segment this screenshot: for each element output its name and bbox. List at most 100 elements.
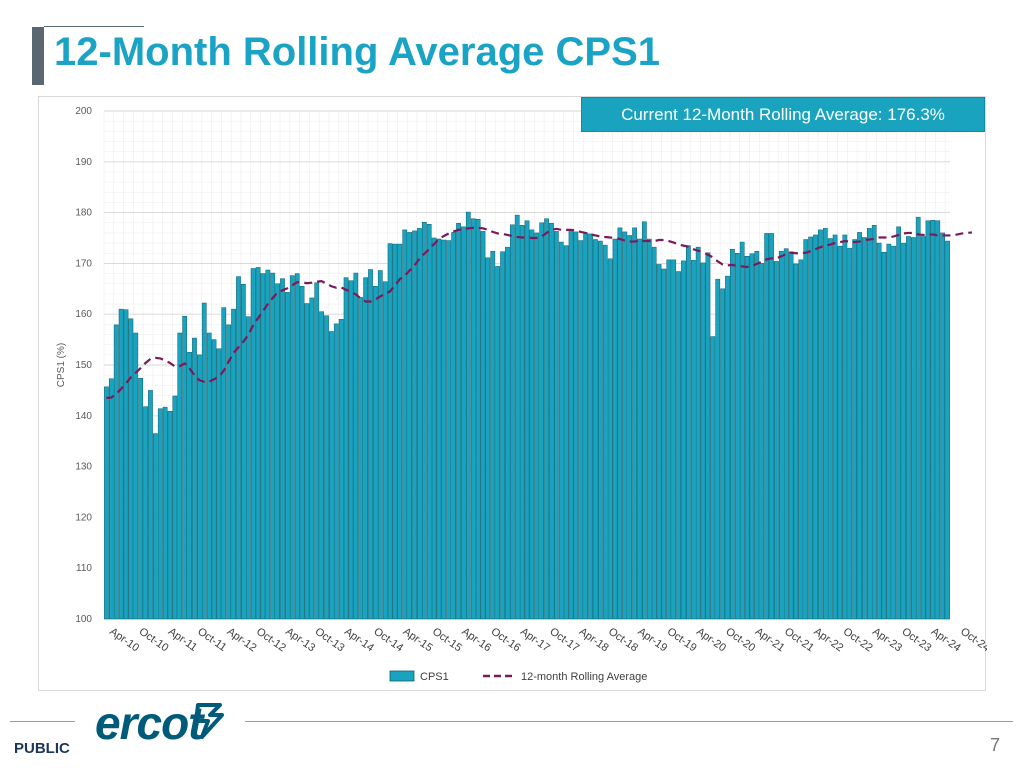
cps1-bar	[524, 220, 530, 620]
cps1-bar	[881, 251, 887, 620]
cps1-bar	[500, 251, 505, 620]
footer-divider-left	[10, 721, 75, 722]
cps1-bar	[456, 223, 461, 620]
y-tick-label: 160	[75, 309, 92, 320]
cps1-bar	[632, 227, 637, 620]
cps1-bar	[695, 246, 701, 620]
cps1-bar	[148, 390, 153, 620]
cps1-bar	[778, 250, 784, 620]
cps1-bar	[197, 354, 202, 620]
x-tick-label: Apr-21	[753, 626, 787, 655]
cps1-bar	[915, 216, 921, 620]
cps1-bar	[563, 245, 569, 620]
cps1-bar	[588, 233, 593, 620]
x-tick-label: Apr-16	[459, 626, 493, 655]
x-tick-label: Oct-21	[782, 626, 816, 655]
cps1-bar	[138, 377, 144, 620]
cps1-bar	[128, 318, 134, 620]
y-tick-label: 190	[75, 157, 92, 168]
cps1-bar	[177, 332, 183, 620]
cps1-bars	[104, 211, 950, 620]
cps1-bar	[671, 259, 677, 620]
cps1-bar	[822, 228, 828, 620]
cps1-bar	[358, 297, 364, 620]
legend-cps1-swatch	[389, 670, 415, 682]
cps1-bar	[818, 229, 823, 620]
cps1-bar	[896, 226, 902, 620]
x-tick-label: Oct-20	[723, 626, 757, 655]
y-tick-label: 140	[75, 411, 92, 422]
cps1-bar	[690, 260, 696, 620]
cps1-bar	[739, 241, 745, 620]
rolling-average-line	[106, 226, 973, 400]
cps1-bar	[862, 237, 867, 620]
cps1-bar	[329, 331, 334, 620]
cps1-bar	[412, 230, 417, 620]
cps1-bar	[221, 307, 227, 620]
cps1-bar	[285, 292, 290, 620]
x-tick-label: Apr-11	[166, 626, 199, 654]
cps1-bar	[734, 252, 740, 620]
cps1-bar	[617, 227, 623, 620]
cps1-bar	[319, 311, 324, 620]
cps1-bar	[333, 323, 339, 620]
cps1-bar	[162, 406, 168, 620]
cps1-bar	[417, 228, 422, 620]
y-axis-label: CPS1 (%)	[56, 343, 67, 387]
x-tick-label: Oct-22	[841, 626, 875, 655]
cps1-bar	[470, 218, 476, 620]
cps1-bar	[123, 309, 129, 620]
cps1-bar	[549, 223, 554, 620]
x-tick-label: Apr-14	[342, 626, 376, 655]
cps1-bar	[720, 288, 725, 620]
cps1-bar	[495, 266, 501, 620]
cps1-bar	[397, 243, 403, 620]
cps1-bar	[602, 244, 608, 620]
cps1-bar	[847, 247, 853, 620]
cps1-bar	[172, 395, 178, 620]
cps1-bar	[837, 245, 843, 620]
cps1-bar	[700, 262, 706, 620]
cps1-bar	[157, 408, 163, 620]
cps1-bar	[133, 332, 139, 620]
cps1-bar	[910, 237, 916, 620]
cps1-bar	[886, 243, 892, 620]
cps1-bar	[642, 221, 647, 620]
cps1-bar	[866, 228, 872, 620]
cps1-bar	[661, 268, 667, 620]
cps1-bar	[793, 263, 799, 620]
x-tick-label: Oct-10	[137, 626, 171, 655]
cps1-bar	[783, 248, 789, 620]
x-tick-label: Oct-24	[958, 626, 987, 655]
cps1-bar	[857, 232, 862, 620]
x-tick-label: Oct-18	[606, 626, 640, 655]
cps1-bar	[505, 246, 510, 620]
cps1-bar	[187, 352, 192, 620]
x-tick-label: Apr-24	[929, 626, 963, 655]
chart-area: 100 110 120 130 140 150 160 170 180 190 200 Apr-10…	[38, 96, 987, 691]
x-tick-label: Apr-22	[811, 626, 845, 655]
cps1-bar	[769, 233, 774, 620]
cps1-bar	[304, 303, 310, 620]
y-tick-label: 170	[75, 258, 92, 269]
cps1-bar	[373, 286, 378, 620]
cps1-bar	[651, 246, 657, 620]
x-tick-label: Apr-17	[518, 626, 552, 655]
cps1-bar	[808, 236, 813, 620]
cps1-bar	[309, 297, 315, 620]
cps1-bar	[754, 250, 760, 620]
x-tick-label: Apr-15	[401, 626, 435, 655]
x-tick-label: Apr-12	[225, 626, 259, 655]
cps1-bar	[265, 269, 271, 620]
current-average-callout: Current 12-Month Rolling Average: 176.3%	[581, 97, 985, 132]
cps1-bar	[891, 245, 897, 620]
x-tick-label: Oct-17	[547, 626, 581, 655]
cps1-bar	[299, 286, 305, 620]
x-tick-labels: Apr-10Oct-10Apr-11Oct-11Apr-12Oct-12Apr-…	[107, 626, 987, 655]
cps1-bar	[431, 237, 437, 620]
cps1-bar	[646, 238, 652, 620]
cps1-bar	[461, 226, 466, 620]
cps1-bar	[852, 239, 857, 620]
cps1-bar	[715, 278, 721, 620]
cps1-bar	[906, 236, 911, 620]
